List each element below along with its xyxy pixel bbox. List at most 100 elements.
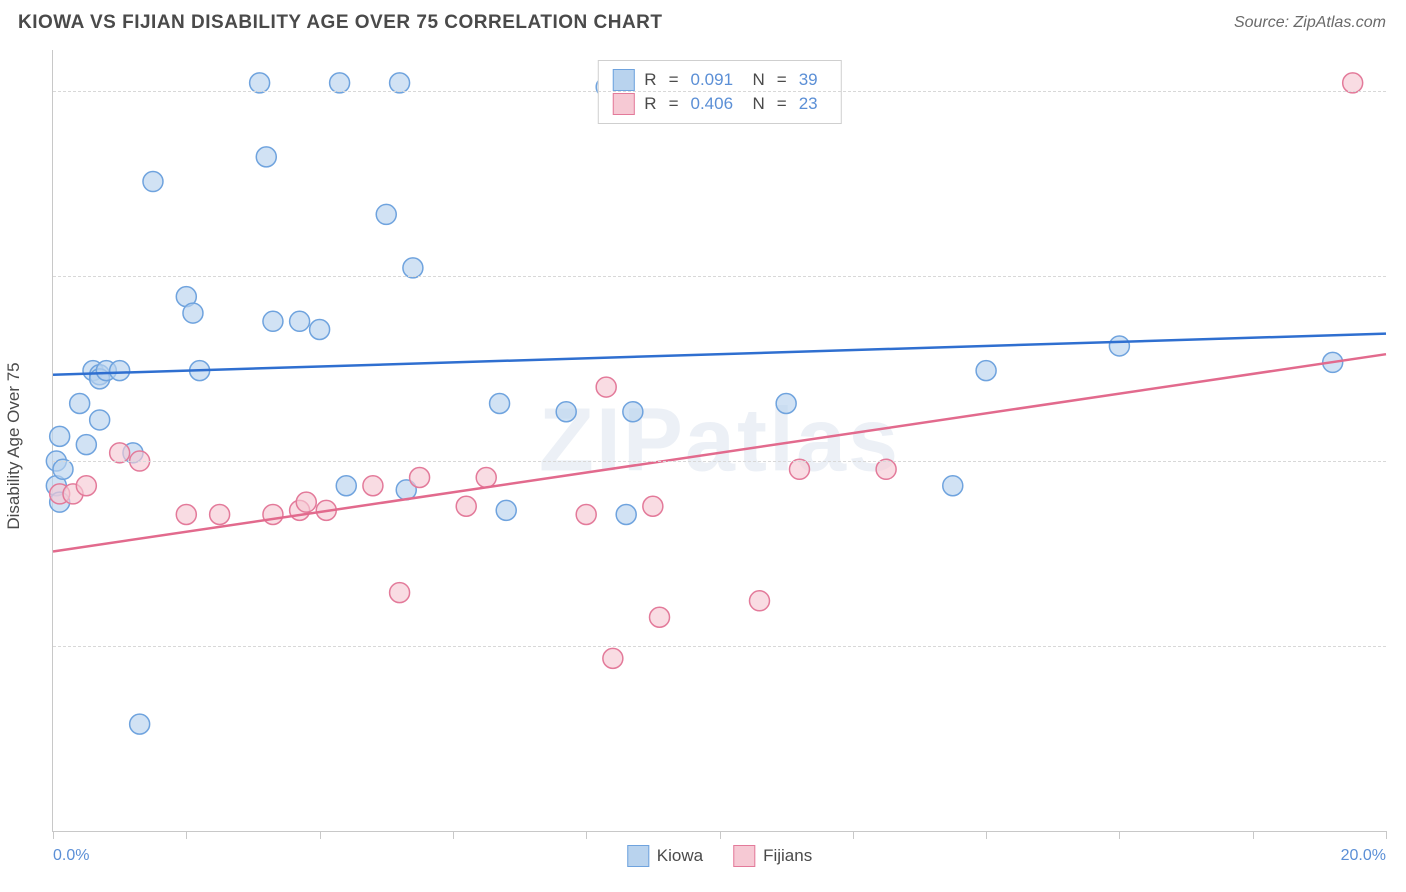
chart-title: KIOWA VS FIJIAN DISABILITY AGE OVER 75 C…: [18, 12, 663, 34]
data-point: [643, 496, 663, 516]
data-point: [70, 394, 90, 414]
gridline: [53, 461, 1386, 462]
data-point: [403, 258, 423, 278]
data-point: [623, 402, 643, 422]
legend-series-item: Kiowa: [627, 845, 703, 867]
x-tick: [453, 831, 454, 839]
data-point: [330, 73, 350, 93]
data-point: [490, 394, 510, 414]
data-point: [390, 583, 410, 603]
legend-series: Kiowa Fijians: [627, 845, 812, 867]
n-label: N: [753, 70, 765, 90]
data-point: [1109, 336, 1129, 356]
x-tick: [186, 831, 187, 839]
data-point: [616, 504, 636, 524]
data-point: [363, 476, 383, 496]
data-point: [556, 402, 576, 422]
source-attribution: Source: ZipAtlas.com: [1234, 14, 1386, 32]
trend-line: [53, 334, 1386, 375]
legend-swatch: [612, 93, 634, 115]
data-point: [110, 361, 130, 381]
data-point: [476, 467, 496, 487]
x-tick: [1119, 831, 1120, 839]
equals-sign: =: [777, 70, 787, 90]
data-point: [130, 714, 150, 734]
data-point: [336, 476, 356, 496]
equals-sign: =: [669, 70, 679, 90]
n-label: N: [753, 94, 765, 114]
gridline: [53, 91, 1386, 92]
x-tick: [1386, 831, 1387, 839]
data-point: [250, 73, 270, 93]
r-label: R: [644, 70, 656, 90]
equals-sign: =: [669, 94, 679, 114]
chart-plot-area: ZIPatlas R=0.091N=39R=0.406N=23 KiowaFij…: [52, 50, 1386, 832]
x-tick: [320, 831, 321, 839]
data-point: [256, 147, 276, 167]
data-point: [1343, 73, 1363, 93]
x-tick: [720, 831, 721, 839]
data-point: [176, 504, 196, 524]
y-tick-label: 100.0%: [1394, 82, 1406, 100]
r-value: 0.406: [691, 94, 743, 114]
legend-series-label: Kiowa: [657, 846, 703, 866]
legend-series-label: Fijians: [763, 846, 812, 866]
data-point: [290, 311, 310, 331]
data-point: [603, 648, 623, 668]
data-point: [143, 172, 163, 192]
x-tick: [586, 831, 587, 839]
data-point: [876, 459, 896, 479]
x-tick: [53, 831, 54, 839]
data-point: [90, 410, 110, 430]
data-point: [210, 504, 230, 524]
n-value: 23: [799, 94, 827, 114]
x-tick: [853, 831, 854, 839]
y-tick-label: 55.0%: [1394, 452, 1406, 470]
x-tick-label: 0.0%: [53, 847, 89, 865]
data-point: [943, 476, 963, 496]
source-label: Source:: [1234, 14, 1289, 31]
data-point: [310, 320, 330, 340]
y-axis-label: Disability Age Over 75: [4, 362, 24, 529]
data-point: [263, 504, 283, 524]
data-point: [749, 591, 769, 611]
equals-sign: =: [777, 94, 787, 114]
legend-stat-row: R = 0.091 N = 39: [612, 69, 826, 91]
trend-line: [53, 354, 1386, 551]
y-tick-label: 77.5%: [1394, 267, 1406, 285]
data-point: [410, 467, 430, 487]
data-point: [496, 500, 516, 520]
source-name: ZipAtlas.com: [1294, 14, 1386, 31]
data-point: [456, 496, 476, 516]
gridline: [53, 276, 1386, 277]
data-point: [390, 73, 410, 93]
legend-swatch: [733, 845, 755, 867]
data-point: [376, 204, 396, 224]
y-tick-label: 32.5%: [1394, 637, 1406, 655]
data-point: [976, 361, 996, 381]
x-tick-label: 20.0%: [1341, 847, 1386, 865]
data-point: [76, 476, 96, 496]
legend-series-item: Fijians: [733, 845, 812, 867]
r-value: 0.091: [691, 70, 743, 90]
data-point: [53, 459, 73, 479]
legend-swatch: [627, 845, 649, 867]
data-point: [789, 459, 809, 479]
x-tick: [986, 831, 987, 839]
data-point: [576, 504, 596, 524]
scatter-svg: [53, 50, 1386, 831]
x-tick: [1253, 831, 1254, 839]
legend-swatch: [612, 69, 634, 91]
data-point: [776, 394, 796, 414]
data-point: [650, 607, 670, 627]
data-point: [296, 492, 316, 512]
r-label: R: [644, 94, 656, 114]
data-point: [183, 303, 203, 323]
data-point: [50, 426, 70, 446]
data-point: [76, 435, 96, 455]
n-value: 39: [799, 70, 827, 90]
data-point: [263, 311, 283, 331]
legend-stat-row: R = 0.406 N = 23: [612, 93, 826, 115]
data-point: [596, 377, 616, 397]
data-point: [110, 443, 130, 463]
